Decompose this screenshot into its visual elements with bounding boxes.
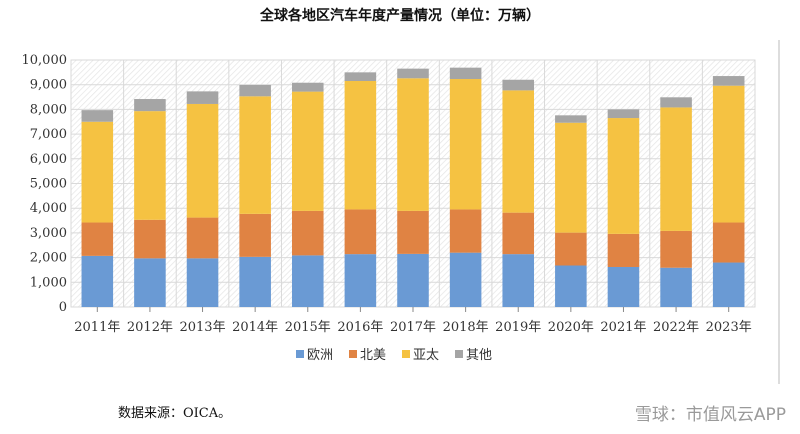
bar-segment-北美 xyxy=(344,209,377,255)
bar-segment-北美 xyxy=(134,219,166,259)
bar-segment-北美 xyxy=(291,210,324,256)
y-tick-label: 7,000 xyxy=(30,127,67,142)
bar-segment-其他 xyxy=(502,79,535,91)
bar-segment-欧洲 xyxy=(344,254,377,307)
x-tick-label: 2012年 xyxy=(127,320,173,335)
legend-swatch xyxy=(296,350,304,358)
bar-segment-亚太 xyxy=(186,103,219,218)
x-tick-label: 2023年 xyxy=(706,320,752,335)
bar-segment-其他 xyxy=(134,99,166,112)
bar-segment-亚太 xyxy=(555,122,587,233)
bar-segment-亚太 xyxy=(397,78,429,211)
bar-segment-其他 xyxy=(291,82,324,92)
legend-label: 北美 xyxy=(360,348,386,363)
bar-segment-欧洲 xyxy=(660,267,692,307)
legend-swatch xyxy=(349,350,357,358)
bar-segment-欧洲 xyxy=(555,265,587,307)
y-tick-label: 2,000 xyxy=(30,251,67,266)
legend-swatch xyxy=(455,350,463,358)
legend-label: 欧洲 xyxy=(307,348,333,363)
bar-segment-亚太 xyxy=(502,90,535,213)
chart-title: 全球各地区汽车年度产量情况（单位：万辆） xyxy=(260,8,540,24)
x-tick-label: 2016年 xyxy=(337,320,383,335)
y-tick-label: 5,000 xyxy=(30,177,67,192)
legend-swatch xyxy=(402,350,410,358)
x-tick-label: 2021年 xyxy=(600,320,646,335)
bar-segment-其他 xyxy=(344,72,377,81)
y-tick-label: 10,000 xyxy=(22,53,68,68)
bar-segment-亚太 xyxy=(712,85,745,223)
bar-segment-其他 xyxy=(186,91,219,104)
bar-segment-亚太 xyxy=(134,111,166,220)
x-tick-label: 2017年 xyxy=(390,320,436,335)
bar-segment-欧洲 xyxy=(134,258,166,307)
bar-segment-欧洲 xyxy=(502,254,535,307)
bar-segment-北美 xyxy=(712,222,745,263)
bar-segment-欧洲 xyxy=(712,262,745,307)
legend-label: 亚太 xyxy=(413,348,439,363)
x-tick-label: 2011年 xyxy=(74,320,120,335)
x-tick-label: 2022年 xyxy=(653,320,699,335)
y-tick-label: 8,000 xyxy=(30,102,67,117)
bar-segment-北美 xyxy=(607,233,640,267)
bar-segment-亚太 xyxy=(81,121,114,223)
y-tick-label: 4,000 xyxy=(30,201,67,216)
bar-segment-亚太 xyxy=(660,107,692,231)
x-tick-label: 2015年 xyxy=(285,320,331,335)
bar-segment-其他 xyxy=(607,109,640,119)
y-tick-label: 0 xyxy=(59,300,67,315)
bar-segment-北美 xyxy=(660,230,692,268)
y-tick-label: 3,000 xyxy=(30,226,67,241)
bar-segment-亚太 xyxy=(239,96,271,214)
x-tick-label: 2013年 xyxy=(179,320,225,335)
bar-segment-其他 xyxy=(660,97,692,108)
bar-segment-北美 xyxy=(449,209,482,253)
bar-segment-其他 xyxy=(239,84,271,97)
watermark: 雪球：市值风云APP xyxy=(634,405,786,425)
bar-segment-北美 xyxy=(186,217,219,259)
x-tick-label: 2019年 xyxy=(495,320,541,335)
bar-segment-亚太 xyxy=(291,91,324,211)
bar-segment-欧洲 xyxy=(81,255,114,307)
bar-segment-欧洲 xyxy=(186,258,219,307)
bar-segment-欧洲 xyxy=(449,252,482,307)
bar-segment-其他 xyxy=(555,115,587,123)
bar-segment-北美 xyxy=(81,222,114,256)
bar-segment-欧洲 xyxy=(291,255,324,307)
chart-frame xyxy=(18,40,780,384)
bar-segment-亚太 xyxy=(344,80,377,210)
bar-segment-北美 xyxy=(397,210,429,254)
x-tick-label: 2020年 xyxy=(548,320,594,335)
source-note: 数据来源：OICA。 xyxy=(118,406,232,421)
x-tick-label: 2014年 xyxy=(232,320,278,335)
y-tick-label: 6,000 xyxy=(30,152,67,167)
bar-segment-其他 xyxy=(397,68,429,79)
y-tick-label: 1,000 xyxy=(30,275,67,290)
bar-segment-其他 xyxy=(81,110,114,122)
bar-segment-北美 xyxy=(555,232,587,266)
y-tick-label: 9,000 xyxy=(30,78,67,93)
bar-segment-欧洲 xyxy=(607,266,640,307)
bar-segment-北美 xyxy=(502,212,535,255)
bar-segment-欧洲 xyxy=(397,253,429,307)
legend-label: 其他 xyxy=(466,348,492,363)
bar-segment-北美 xyxy=(239,213,271,257)
bar-segment-欧洲 xyxy=(239,256,271,307)
bar-segment-其他 xyxy=(712,76,745,86)
bar-segment-亚太 xyxy=(607,118,640,234)
x-tick-label: 2018年 xyxy=(443,320,489,335)
bar-segment-其他 xyxy=(449,67,482,80)
bar-segment-亚太 xyxy=(449,79,482,210)
